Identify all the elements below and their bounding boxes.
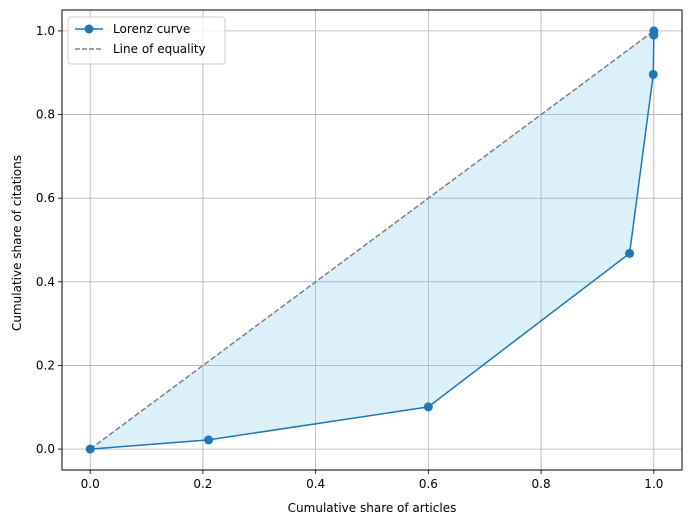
y-tick-label: 0.4 bbox=[36, 275, 55, 289]
y-tick-label: 0.0 bbox=[36, 442, 55, 456]
x-tick-label: 0.6 bbox=[419, 477, 438, 491]
x-tick-label: 0.0 bbox=[81, 477, 100, 491]
grid bbox=[62, 10, 682, 470]
equality-line bbox=[89, 30, 655, 450]
x-tick-label: 1.0 bbox=[644, 477, 663, 491]
y-tick-label: 1.0 bbox=[36, 24, 55, 38]
lorenz-point bbox=[423, 402, 433, 412]
lorenz-point bbox=[648, 69, 658, 79]
ticks: 0.0 0.2 0.4 0.6 0.8 1.0 0.0 0.2 0.4 0.6 0.8 1.0 bbox=[36, 24, 663, 491]
lorenz-point bbox=[204, 435, 214, 445]
y-tick-label: 0.8 bbox=[36, 108, 55, 122]
x-axis-label: Cumulative share of articles bbox=[288, 501, 457, 515]
x-tick-label: 0.2 bbox=[193, 477, 212, 491]
y-tick-label: 0.2 bbox=[36, 358, 55, 372]
y-tick-label: 0.6 bbox=[36, 191, 55, 205]
lorenz-point bbox=[649, 26, 659, 36]
x-tick-label: 0.8 bbox=[532, 477, 551, 491]
legend-equality-label: Line of equality bbox=[113, 42, 206, 56]
legend-lorenz-label: Lorenz curve bbox=[113, 22, 190, 36]
series-layer bbox=[85, 26, 659, 454]
legend-lorenz-marker bbox=[84, 24, 94, 34]
lorenz-point bbox=[625, 248, 635, 258]
lorenz-point bbox=[85, 444, 95, 454]
y-axis-label: Cumulative share of citations bbox=[10, 155, 24, 331]
legend-box bbox=[67, 16, 226, 65]
plot-frame bbox=[61, 9, 683, 471]
x-tick-label: 0.4 bbox=[306, 477, 325, 491]
legend: Lorenz curve Line of equality bbox=[67, 16, 226, 65]
